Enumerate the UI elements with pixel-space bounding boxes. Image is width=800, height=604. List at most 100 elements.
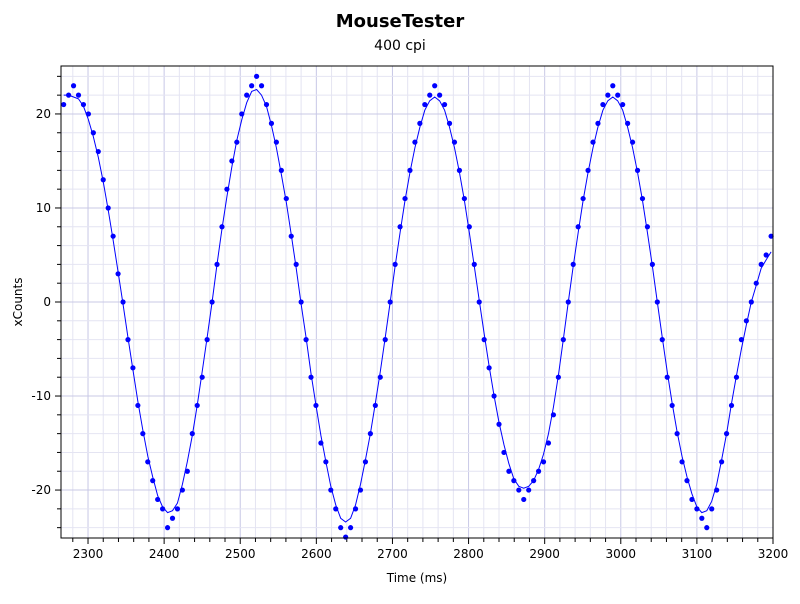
data-point	[491, 393, 497, 399]
data-point	[130, 365, 136, 371]
data-point	[298, 299, 304, 305]
data-point	[511, 478, 517, 484]
data-point	[521, 496, 527, 503]
x-tick-label: 2500	[225, 547, 256, 561]
data-point	[174, 506, 181, 512]
data-point	[328, 487, 334, 493]
data-point	[699, 515, 705, 521]
x-tick-label: 2300	[73, 547, 104, 561]
data-point	[565, 299, 571, 305]
data-point	[427, 92, 433, 98]
data-point	[531, 478, 537, 484]
data-point	[496, 421, 502, 427]
data-point	[555, 374, 561, 380]
data-point	[501, 449, 507, 456]
data-point	[288, 233, 294, 239]
data-point	[560, 337, 566, 343]
data-point	[362, 459, 369, 465]
data-point	[115, 271, 121, 277]
data-point	[753, 280, 759, 286]
data-point	[674, 431, 680, 437]
data-point	[446, 120, 453, 126]
data-point	[575, 224, 581, 230]
data-point	[209, 299, 215, 305]
data-point	[580, 195, 586, 202]
data-point	[639, 195, 646, 202]
data-point	[743, 318, 749, 324]
data-point	[570, 261, 576, 267]
data-point	[189, 431, 195, 437]
data-point	[738, 337, 745, 343]
data-point	[66, 92, 72, 98]
data-point	[308, 374, 314, 380]
data-point	[397, 224, 403, 230]
data-point	[644, 224, 651, 230]
data-point	[179, 487, 185, 493]
data-point	[194, 402, 200, 409]
x-tick-label: 2800	[453, 547, 484, 561]
data-point	[709, 506, 715, 512]
data-point	[768, 233, 774, 239]
data-point	[412, 139, 418, 145]
data-point	[100, 177, 106, 183]
data-point	[61, 101, 67, 108]
data-point	[684, 478, 690, 484]
chart-title: MouseTester	[336, 11, 465, 32]
data-point	[476, 299, 482, 305]
y-tick-label: 10	[36, 201, 51, 215]
data-point	[125, 337, 131, 343]
data-point	[441, 101, 448, 108]
data-point	[224, 186, 230, 192]
grid	[61, 66, 774, 538]
data-point	[105, 205, 111, 211]
data-point	[629, 139, 636, 145]
data-point	[184, 468, 190, 474]
data-point	[95, 148, 101, 155]
data-point	[214, 261, 220, 267]
data-point	[550, 412, 557, 418]
data-point	[75, 92, 82, 98]
data-point	[432, 83, 438, 89]
data-point	[343, 534, 349, 540]
chart-subtitle: 400 cpi	[374, 38, 426, 54]
data-point	[367, 431, 373, 437]
data-point	[313, 402, 319, 409]
data-point	[258, 83, 265, 89]
data-point	[352, 506, 359, 512]
data-point	[620, 101, 626, 108]
data-point	[689, 496, 695, 503]
data-point	[318, 440, 324, 446]
data-point	[338, 525, 344, 531]
x-tick-label: 2900	[529, 547, 560, 561]
data-point	[160, 506, 166, 512]
data-point	[451, 139, 458, 145]
data-marks	[61, 73, 774, 540]
data-point	[387, 299, 393, 305]
data-point	[169, 515, 176, 521]
data-point	[407, 167, 413, 173]
data-point	[545, 440, 552, 446]
data-point	[333, 506, 339, 512]
x-axis-label: Time (ms)	[386, 571, 448, 585]
data-point	[204, 337, 210, 343]
data-point	[249, 83, 255, 89]
data-point	[234, 139, 240, 145]
data-point	[357, 487, 364, 493]
plot-frame	[60, 65, 774, 539]
data-point	[615, 92, 621, 98]
y-tick-label: 0	[43, 295, 51, 309]
data-point	[85, 111, 91, 117]
data-point	[733, 374, 740, 380]
data-point	[229, 158, 235, 164]
data-point	[748, 299, 754, 305]
data-point	[466, 224, 472, 230]
data-point	[585, 167, 591, 173]
data-point	[679, 459, 685, 465]
data-point	[540, 459, 547, 465]
y-tick-label: -10	[31, 389, 51, 403]
series-line	[63, 88, 772, 523]
data-point	[417, 120, 423, 126]
y-tick-label: -20	[31, 483, 51, 497]
data-point	[422, 101, 428, 108]
x-tick-label: 2400	[149, 547, 180, 561]
